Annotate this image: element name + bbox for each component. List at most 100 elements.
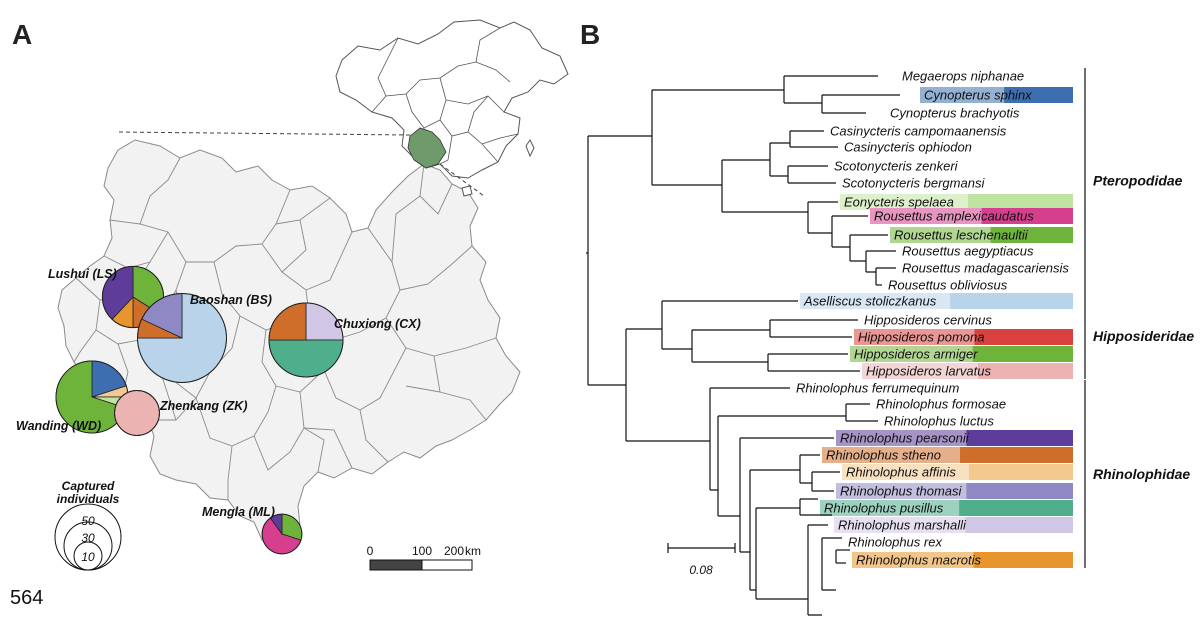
taxon-bar (852, 552, 1073, 568)
taxon-bar-fade (800, 293, 951, 309)
taxon-bar-fade (890, 227, 991, 243)
pie-outline (268, 302, 344, 378)
pie-zhenkang (114, 390, 160, 436)
china-outline (335, 19, 569, 179)
tree-scale-bar: 0.08 (667, 543, 736, 577)
site-label-lushui: Lushui (LS) (48, 267, 117, 281)
taxon-bar-fade (840, 194, 969, 210)
taxon-label: Rousettus leschenaultii (894, 228, 1029, 243)
taxon-bar (840, 194, 1073, 210)
taxon-bar-fade (854, 329, 975, 345)
taxon-bar (800, 293, 1073, 309)
taxon-label: Rousettus aegyptiacus (902, 244, 1034, 259)
scale-tick-0: 0 (367, 544, 374, 558)
taxon-label: Scotonycteris zenkeri (834, 159, 959, 174)
taxon-label: Eonycteris spelaea (844, 195, 954, 210)
tree-scale-value: 0.08 (689, 563, 713, 577)
panel-a-label: A (12, 19, 32, 50)
scale-tick-200: 200 (444, 544, 464, 558)
taxon-label: Rhinolophus stheno (826, 448, 941, 463)
taxon-bar-fade (820, 500, 960, 516)
taxon-bar (854, 329, 1073, 345)
pie-chuxiong (268, 302, 344, 378)
taxon-label: Hipposideros larvatus (866, 364, 992, 379)
china-province-lines (371, 27, 519, 165)
yunnan-highlight (407, 127, 447, 169)
taxon-bar-fade (870, 208, 982, 224)
phylogenetic-tree: Megaerops niphanae Cynopterus sphinx Cynop… (586, 68, 1194, 616)
taxon-bar (820, 500, 1073, 516)
taxon-label: Rhinolophus pusillus (824, 501, 944, 516)
taxon-label: Rhinolophus thomasi (840, 484, 963, 499)
taxon-bar-fade (920, 87, 1005, 103)
site-pie-charts (55, 265, 344, 555)
family-brackets: Pteropodidae Hipposideridae Rhinolophidae (1084, 68, 1194, 568)
taxon-bar-fade (836, 483, 967, 499)
pie-mengla (261, 513, 303, 555)
taxon-color-bars (800, 87, 1073, 568)
taxon-label: Hipposideros pomona (858, 330, 984, 345)
taxon-bar (862, 363, 1073, 379)
taxon-label: Scotonycteris bergmansi (842, 176, 985, 191)
taiwan-island (525, 139, 535, 158)
family-label: Pteropodidae (1093, 173, 1183, 189)
china-inset-map (335, 19, 569, 197)
taxon-bar (870, 208, 1073, 224)
page-number: 564 (10, 587, 43, 609)
scale-bar: 0 100 200 km (367, 544, 481, 571)
taxon-label: Aselliscus stoliczkanus (803, 294, 937, 309)
legend-value-30: 30 (81, 531, 95, 545)
taxon-bar (890, 227, 1073, 243)
legend-circle-10 (73, 541, 103, 571)
tree-branches (586, 75, 900, 616)
site-label-baoshan: Baoshan (BS) (190, 293, 272, 307)
taxon-label: Cynopterus sphinx (924, 88, 1032, 103)
legend-value-50: 50 (81, 514, 95, 528)
taxon-bar-fade (852, 552, 974, 568)
taxon-label: Rousettus madagascariensis (902, 261, 1069, 276)
taxon-bar (836, 483, 1073, 499)
pie-outline (261, 513, 303, 555)
taxon-bar (834, 517, 1073, 533)
taxon-label: Rousettus obliviosus (888, 278, 1008, 293)
taxon-bar (822, 447, 1073, 463)
legend-title-line2: individuals (57, 492, 120, 506)
pie-outline (137, 293, 227, 383)
taxon-label: Rousettus amplexicaudatus (874, 209, 1034, 224)
taxon-label: Hipposideros armiger (854, 347, 978, 362)
taxon-label: Cynopterus brachyotis (890, 106, 1020, 121)
tree-scale-line (667, 543, 736, 553)
hainan-island (461, 185, 473, 197)
inset-connector-left (117, 131, 411, 136)
scale-unit: km (465, 544, 481, 558)
taxon-bar (850, 346, 1073, 362)
site-label-zhenkang: Zhenkang (ZK) (159, 399, 248, 413)
panel-b-label: B (580, 19, 600, 50)
taxon-bar-fade (834, 517, 966, 533)
legend-value-10: 10 (81, 550, 95, 564)
inset-connector-right (439, 163, 485, 197)
family-label: Hipposideridae (1093, 328, 1194, 344)
site-label-mengla: Mengla (ML) (202, 505, 275, 519)
legend-title-line1: Captured (62, 479, 115, 493)
taxon-label: Hipposideros cervinus (864, 313, 992, 328)
taxon-label: Casinycteris campomaanensis (830, 124, 1007, 139)
family-label: Rhinolophidae (1093, 466, 1190, 482)
taxon-label: Rhinolophus formosae (876, 397, 1006, 412)
site-label-wanding: Wanding (WD) (16, 419, 101, 433)
taxon-label: Rhinolophus affinis (846, 465, 956, 480)
taxon-label: Rhinolophus macrotis (856, 553, 982, 568)
taxon-label: Rhinolophus rex (848, 535, 942, 550)
scale-bar-dark (369, 559, 423, 571)
taxon-label: Casinycteris ophiodon (844, 140, 972, 155)
pie-outline (114, 390, 160, 436)
taxon-bar-fade (836, 430, 967, 446)
taxon-bar (836, 430, 1073, 446)
taxon-label: Rhinolophus luctus (884, 414, 994, 429)
taxon-label: Rhinolophus ferrumequinum (796, 381, 959, 396)
taxon-bar-fade (862, 363, 979, 379)
site-label-chuxiong: Chuxiong (CX) (334, 317, 421, 331)
yunnan-map: Lushui (LS) Baoshan (BS) Chuxiong (CX) W… (16, 19, 569, 571)
taxon-labels: Megaerops niphanae Cynopterus sphinx Cynop… (796, 69, 1069, 568)
